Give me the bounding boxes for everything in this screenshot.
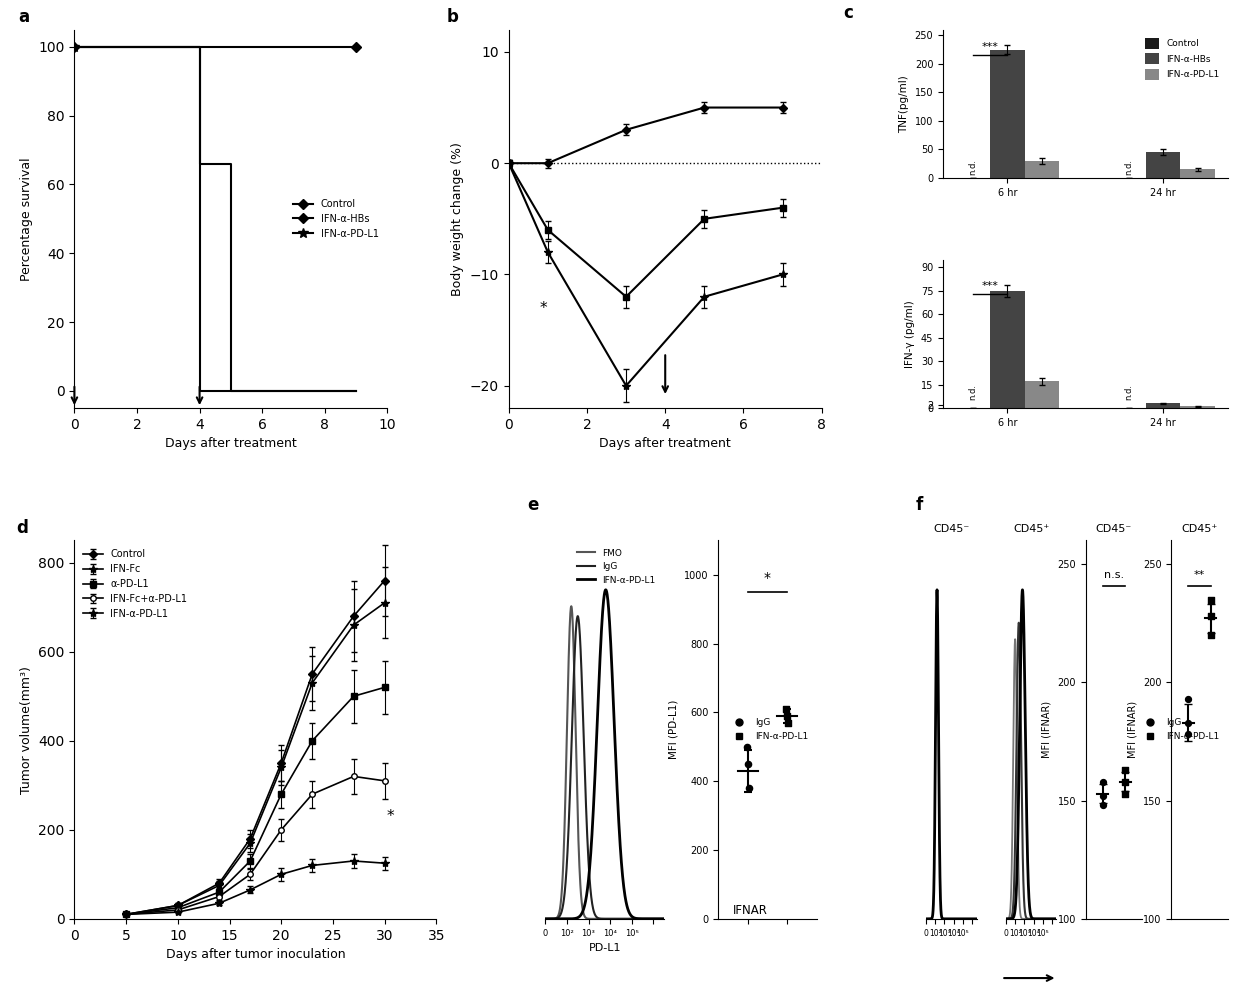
Point bbox=[738, 739, 758, 755]
Bar bbox=[1024, 161, 1059, 178]
Text: IFNAR: IFNAR bbox=[733, 904, 768, 917]
Point bbox=[1115, 785, 1135, 801]
Text: n.d.: n.d. bbox=[1125, 159, 1133, 175]
Legend: Control, IFN-Fc, α-PD-L1, IFN-Fc+α-PD-L1, IFN-α-PD-L1: Control, IFN-Fc, α-PD-L1, IFN-Fc+α-PD-L1… bbox=[79, 545, 191, 622]
Point bbox=[1092, 774, 1112, 789]
Legend: Control, IFN-α-HBs, IFN-α-PD-L1: Control, IFN-α-HBs, IFN-α-PD-L1 bbox=[289, 195, 382, 243]
X-axis label: Days after tumor inoculation: Days after tumor inoculation bbox=[166, 948, 345, 961]
Title: CD45⁻: CD45⁻ bbox=[1096, 524, 1132, 535]
Y-axis label: Percentage survival: Percentage survival bbox=[20, 157, 32, 281]
Text: *: * bbox=[764, 571, 771, 585]
Text: d: d bbox=[16, 519, 29, 536]
Text: **: ** bbox=[1194, 570, 1205, 580]
Title: CD45⁻: CD45⁻ bbox=[934, 524, 970, 535]
Y-axis label: TNF(pg/ml): TNF(pg/ml) bbox=[899, 75, 909, 132]
Y-axis label: Tumor volume(mm³): Tumor volume(mm³) bbox=[20, 666, 32, 793]
Point bbox=[1115, 774, 1135, 789]
Text: a: a bbox=[19, 8, 30, 26]
Bar bbox=[1180, 406, 1215, 408]
Text: n.s.: n.s. bbox=[1104, 570, 1123, 580]
Y-axis label: MFI (IFNAR): MFI (IFNAR) bbox=[1127, 701, 1137, 758]
Point bbox=[1178, 691, 1198, 706]
Bar bbox=[991, 290, 1024, 408]
Legend: IgG, IFN-α-PD-L1: IgG, IFN-α-PD-L1 bbox=[727, 714, 812, 745]
Bar bbox=[1180, 170, 1215, 178]
Point bbox=[738, 756, 758, 772]
Text: *: * bbox=[387, 809, 394, 824]
Text: e: e bbox=[528, 496, 539, 514]
Point bbox=[779, 701, 799, 717]
Text: n.d.: n.d. bbox=[1125, 384, 1133, 400]
Legend: Control, IFN-α-HBs, IFN-α-PD-L1: Control, IFN-α-HBs, IFN-α-PD-L1 bbox=[1142, 35, 1223, 83]
Point bbox=[1115, 762, 1135, 778]
X-axis label: Days after treatment: Days after treatment bbox=[599, 438, 732, 451]
Text: *: * bbox=[541, 301, 548, 316]
Text: b: b bbox=[446, 8, 458, 26]
Bar bbox=[991, 49, 1024, 178]
Point bbox=[777, 708, 797, 724]
Bar bbox=[1146, 403, 1180, 408]
Title: CD45⁺: CD45⁺ bbox=[1013, 524, 1049, 535]
Point bbox=[1200, 627, 1220, 643]
Legend: FMO, IgG, IFN-α-PD-L1: FMO, IgG, IFN-α-PD-L1 bbox=[574, 545, 660, 588]
Text: ***: *** bbox=[982, 42, 998, 52]
Bar bbox=[1024, 381, 1059, 408]
Point bbox=[1092, 788, 1112, 804]
Point bbox=[1200, 609, 1220, 624]
Text: c: c bbox=[843, 4, 853, 22]
Text: ***: *** bbox=[982, 282, 998, 291]
Point bbox=[776, 715, 796, 731]
Point bbox=[1178, 726, 1198, 742]
Point bbox=[739, 781, 759, 796]
Y-axis label: MFI (PD-L1): MFI (PD-L1) bbox=[668, 700, 678, 760]
Legend: IgG, IFN-α-PD-L1: IgG, IFN-α-PD-L1 bbox=[1137, 714, 1223, 745]
X-axis label: Days after treatment: Days after treatment bbox=[165, 438, 296, 451]
Bar bbox=[1146, 152, 1180, 178]
Title: CD45⁺: CD45⁺ bbox=[1182, 524, 1218, 535]
Y-axis label: IFN-γ (pg/ml): IFN-γ (pg/ml) bbox=[905, 300, 915, 368]
Text: n.d.: n.d. bbox=[968, 384, 977, 400]
Point bbox=[1200, 592, 1220, 608]
X-axis label: PD-L1: PD-L1 bbox=[589, 944, 621, 953]
Point bbox=[1092, 797, 1112, 813]
Point bbox=[1178, 714, 1198, 730]
Y-axis label: MFI (IFNAR): MFI (IFNAR) bbox=[1042, 701, 1052, 758]
Y-axis label: Body weight change (%): Body weight change (%) bbox=[451, 142, 464, 295]
Text: n.d.: n.d. bbox=[968, 159, 977, 175]
Text: f: f bbox=[916, 496, 923, 514]
